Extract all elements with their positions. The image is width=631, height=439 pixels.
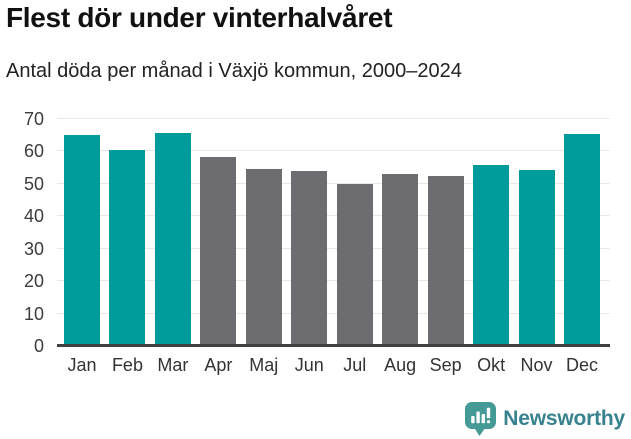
- x-tick-label: Sep: [428, 355, 464, 376]
- newsworthy-logo[interactable]: Newsworthy: [465, 402, 625, 436]
- x-tick-label: Jul: [337, 355, 373, 376]
- bar-mar: [155, 133, 191, 346]
- y-tick-label: 10: [0, 305, 44, 323]
- y-tick-label: 50: [0, 175, 44, 193]
- y-tick-label: 70: [0, 110, 44, 128]
- newsworthy-bubble-icon: [465, 402, 496, 436]
- bar-dec: [564, 134, 600, 346]
- y-axis: 0 10 20 30 40 50 60 70: [0, 0, 44, 439]
- x-tick-label: Apr: [200, 355, 236, 376]
- y-tick-label: 40: [0, 207, 44, 225]
- y-tick-label: 30: [0, 240, 44, 258]
- chart-title: Flest dör under vinterhalvåret: [6, 2, 392, 34]
- y-tick-label: 0: [0, 337, 44, 355]
- plot-area: [57, 119, 610, 346]
- x-tick-label: Feb: [109, 355, 145, 376]
- bar-feb: [109, 150, 145, 347]
- bar-chart-figure: Flest dör under vinterhalvåret Antal död…: [0, 0, 631, 439]
- bar-aug: [382, 174, 418, 346]
- x-tick-label: Mar: [155, 355, 191, 376]
- bar-okt: [473, 165, 509, 346]
- bar-jul: [337, 184, 373, 346]
- x-axis-line: [57, 344, 610, 347]
- newsworthy-wordmark: Newsworthy: [503, 407, 625, 431]
- x-tick-label: Jun: [291, 355, 327, 376]
- x-tick-label: Maj: [246, 355, 282, 376]
- x-tick-label: Jan: [64, 355, 100, 376]
- bar-jan: [64, 135, 100, 346]
- x-tick-label: Nov: [519, 355, 555, 376]
- bar-series: [57, 119, 610, 346]
- bar-nov: [519, 170, 555, 346]
- bar-apr: [200, 157, 236, 346]
- chart-subtitle: Antal döda per månad i Växjö kommun, 200…: [6, 60, 462, 83]
- x-tick-label: Dec: [564, 355, 600, 376]
- x-axis: Jan Feb Mar Apr Maj Jun Jul Aug Sep Okt Nov Dec: [57, 355, 610, 376]
- x-tick-label: Aug: [382, 355, 418, 376]
- y-tick-label: 60: [0, 142, 44, 160]
- y-tick-label: 20: [0, 272, 44, 290]
- bar-maj: [246, 169, 282, 346]
- bar-jun: [291, 171, 327, 346]
- x-tick-label: Okt: [473, 355, 509, 376]
- bar-sep: [428, 176, 464, 346]
